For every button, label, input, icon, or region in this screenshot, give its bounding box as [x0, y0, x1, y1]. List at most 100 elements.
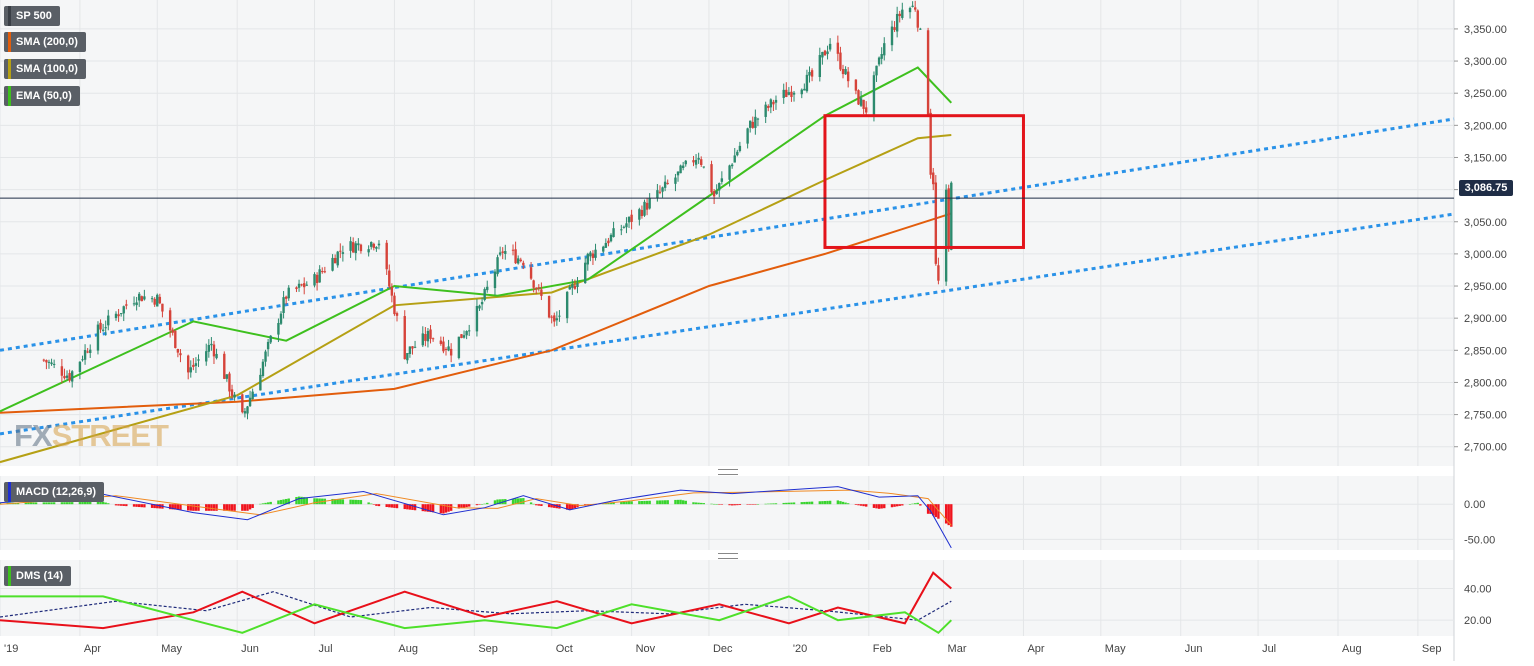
macd-histogram-bar — [248, 504, 252, 510]
macd-histogram-bar — [800, 502, 803, 505]
macd-histogram-bar — [547, 504, 551, 508]
x-tick-label: Jun — [1185, 643, 1203, 655]
candle-body — [395, 313, 399, 316]
y-tick-label: 2,700.00 — [1464, 442, 1507, 454]
candle-body — [194, 363, 198, 366]
candle-body — [893, 27, 896, 30]
x-tick-label: Sep — [478, 643, 498, 655]
candle-body — [913, 7, 917, 10]
candle-body — [576, 283, 579, 287]
macd-histogram-bar — [950, 504, 953, 527]
candle-body — [186, 355, 190, 373]
candle-body — [785, 89, 788, 98]
candle-body — [612, 228, 615, 237]
macd-histogram-bar — [287, 498, 290, 505]
candle-body — [269, 335, 272, 343]
macd-histogram-bar — [875, 504, 878, 509]
candle-body — [68, 373, 71, 381]
candle-body — [150, 298, 154, 300]
candle-body — [205, 351, 208, 362]
candle-body — [305, 284, 308, 286]
legend-sma200[interactable]: SMA (200,0) — [4, 32, 86, 52]
candle-body — [207, 344, 211, 352]
macd-histogram-bar — [612, 502, 615, 505]
candle-body — [656, 190, 659, 199]
candle-body — [857, 90, 860, 105]
legend-sma100[interactable]: SMA (100,0) — [4, 59, 86, 79]
macd-histogram-bar — [839, 501, 842, 505]
legend-price[interactable]: SP 500 — [4, 6, 60, 26]
candle-body — [663, 181, 667, 188]
macd-histogram-bar — [153, 504, 156, 509]
macd-histogram-bar — [785, 502, 788, 505]
candle-body — [516, 258, 520, 264]
legend-ema50[interactable]: EMA (50,0) — [4, 86, 80, 106]
macd-histogram-bar — [908, 504, 912, 505]
candle-body — [501, 251, 504, 253]
candle-body — [480, 302, 484, 305]
macd-histogram-bar — [640, 501, 644, 505]
x-tick-label: May — [161, 643, 182, 655]
candle-body — [800, 89, 803, 95]
macd-histogram-bar — [174, 504, 177, 510]
macd-histogram-bar — [749, 504, 752, 505]
candle-body — [810, 70, 814, 77]
candle-body — [769, 99, 773, 108]
candle-body — [370, 242, 373, 247]
candle-body — [83, 350, 87, 360]
candle-body — [511, 249, 515, 251]
macd-histogram-bar — [769, 503, 773, 505]
macd-histogram-bar — [462, 504, 466, 508]
candle-body — [808, 71, 811, 76]
candle-body — [872, 75, 876, 115]
candle-body — [107, 315, 110, 326]
candle-body — [638, 209, 641, 220]
candle-body — [114, 313, 118, 319]
macd-histogram-bar — [357, 499, 360, 505]
candle-body — [143, 296, 146, 300]
legend-price-swatch — [8, 6, 11, 26]
y-tick-label: 2,950.00 — [1464, 281, 1507, 293]
candle-body — [733, 155, 736, 163]
candle-body — [609, 234, 613, 242]
pane-resize-handle[interactable] — [718, 553, 738, 559]
macd-histogram-bar — [895, 504, 899, 507]
macd-histogram-bar — [16, 502, 20, 505]
macd-histogram-bar — [210, 504, 213, 511]
candle-body — [493, 271, 497, 289]
candle-body — [313, 274, 316, 286]
candle-body — [514, 249, 517, 264]
candle-body — [764, 104, 767, 117]
macd-histogram-bar — [540, 504, 543, 507]
candle-body — [377, 243, 381, 246]
pane-resize-handle[interactable] — [718, 469, 738, 475]
candle-body — [787, 92, 791, 95]
legend-dms[interactable]: DMS (14) — [4, 566, 72, 586]
x-tick-label: Oct — [556, 643, 573, 655]
candle-body — [140, 296, 143, 302]
macd-histogram-bar — [609, 502, 613, 505]
candle-body — [47, 361, 51, 363]
candle-body — [875, 65, 878, 76]
macd-histogram-bar — [246, 504, 249, 511]
macd-histogram-bar — [782, 502, 785, 505]
macd-histogram-bar — [413, 504, 417, 511]
macd-histogram-bar — [138, 504, 141, 508]
macd-histogram-bar — [119, 504, 123, 506]
macd-histogram-bar — [176, 504, 180, 510]
macd-histogram-bar — [823, 501, 827, 505]
legend-macd[interactable]: MACD (12,26,9) — [4, 482, 105, 502]
macd-histogram-bar — [738, 504, 742, 506]
macd-histogram-bar — [627, 501, 631, 505]
candle-body — [715, 191, 718, 194]
macd-histogram-bar — [465, 504, 468, 508]
price-panel — [0, 0, 1454, 466]
macd-histogram-bar — [411, 504, 414, 510]
candle-body — [375, 246, 378, 249]
candle-body — [573, 285, 577, 289]
y-tick-label: 2,900.00 — [1464, 313, 1507, 325]
candle-body — [89, 349, 92, 353]
candle-body — [926, 30, 930, 115]
legend-ema50-swatch — [8, 86, 11, 106]
candle-body — [950, 182, 953, 250]
